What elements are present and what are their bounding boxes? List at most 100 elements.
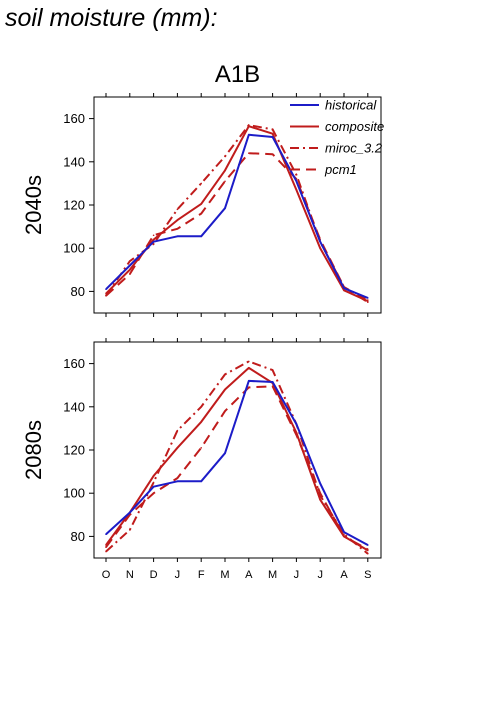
data-point — [367, 299, 369, 301]
series-line-miroc-3-2 — [105, 124, 369, 301]
x-tick-label: J — [317, 569, 323, 581]
data-point — [129, 264, 131, 267]
y-tick-label: 80 — [71, 529, 85, 544]
data-point — [105, 550, 107, 553]
data-point — [200, 406, 202, 408]
data-point — [319, 247, 322, 249]
data-point — [271, 385, 274, 388]
data-point — [152, 492, 155, 495]
x-tick-label: F — [198, 569, 205, 581]
x-tick-label: M — [220, 569, 229, 581]
data-point — [152, 240, 155, 243]
data-point — [129, 529, 131, 531]
data-point — [271, 136, 274, 138]
data-point — [200, 447, 202, 449]
data-point — [176, 480, 179, 483]
series-line-composite — [105, 366, 369, 552]
data-point — [343, 289, 345, 292]
data-point — [248, 152, 250, 154]
data-point — [105, 533, 107, 536]
data-point — [319, 498, 322, 501]
data-point — [105, 288, 107, 291]
data-point — [152, 481, 155, 484]
data-point — [248, 124, 250, 126]
data-point — [295, 423, 298, 425]
data-point — [152, 475, 155, 477]
data-point — [176, 235, 179, 238]
data-point — [367, 301, 369, 304]
data-point — [319, 482, 322, 485]
series-line-historical — [105, 133, 369, 299]
data-point — [295, 173, 298, 176]
data-point — [200, 421, 202, 423]
x-tick-label: D — [150, 569, 158, 581]
y-tick-label: 100 — [63, 486, 85, 501]
data-point — [271, 128, 274, 131]
data-point — [271, 153, 274, 156]
legend-label: miroc_3.2 — [325, 141, 383, 156]
x-tick-label: N — [126, 569, 134, 581]
data-point — [224, 410, 226, 412]
data-point — [248, 360, 250, 363]
panel-ylabel: 2040s — [21, 175, 46, 235]
data-point — [319, 240, 322, 243]
data-point — [129, 514, 131, 516]
data-point — [176, 227, 179, 230]
data-point — [343, 535, 345, 538]
y-tick-label: 120 — [63, 443, 85, 458]
panel-2080s: 80 100 120 140 160 2080s — [21, 338, 382, 562]
x-tick-label: A — [245, 569, 253, 581]
data-point — [224, 452, 226, 455]
data-point — [295, 180, 298, 183]
data-point — [271, 369, 274, 371]
y-tick-label: 100 — [63, 241, 85, 256]
data-point — [367, 544, 369, 546]
data-point — [129, 269, 131, 271]
data-point — [248, 134, 250, 136]
chart-title: A1B — [215, 61, 260, 88]
y-tick-label: 160 — [63, 111, 85, 126]
x-tick-label: J — [294, 569, 300, 581]
data-point — [176, 429, 179, 432]
y-tick-label: 120 — [63, 198, 85, 213]
y-tick-label: 160 — [63, 356, 85, 371]
data-point — [200, 182, 202, 185]
data-point — [224, 388, 226, 391]
legend-label: pcm1 — [324, 162, 357, 177]
x-tick-label: O — [102, 569, 111, 581]
data-point — [129, 260, 131, 262]
x-tick-label: J — [175, 569, 181, 581]
data-point — [129, 511, 131, 514]
x-tick-label: S — [364, 569, 371, 581]
y-tick-label: 140 — [63, 154, 85, 169]
data-point — [367, 297, 369, 299]
data-point — [152, 485, 155, 488]
data-point — [248, 380, 250, 382]
data-point — [200, 212, 202, 215]
data-point — [343, 531, 345, 533]
data-point — [176, 219, 179, 221]
legend: historical composite miroc_3.2 pcm1 — [290, 98, 384, 177]
legend-label: historical — [325, 98, 377, 113]
data-point — [224, 169, 226, 172]
panel-ylabel: 2080s — [21, 420, 46, 480]
y-tick-label: 80 — [71, 284, 85, 299]
data-point — [176, 208, 179, 211]
legend-label: composite — [325, 119, 384, 134]
data-point — [200, 480, 202, 483]
data-point — [200, 235, 202, 238]
data-point — [176, 447, 179, 449]
data-point — [295, 189, 298, 191]
data-point — [105, 546, 107, 548]
data-point — [271, 381, 274, 383]
data-point — [176, 477, 179, 479]
series-line-pcm1 — [105, 385, 369, 551]
data-point — [271, 132, 274, 135]
data-point — [200, 203, 202, 205]
series-line-miroc-3-2 — [105, 360, 369, 555]
figure-title: soil moisture (mm): — [5, 4, 218, 32]
data-point — [224, 155, 226, 158]
data-point — [248, 367, 250, 369]
